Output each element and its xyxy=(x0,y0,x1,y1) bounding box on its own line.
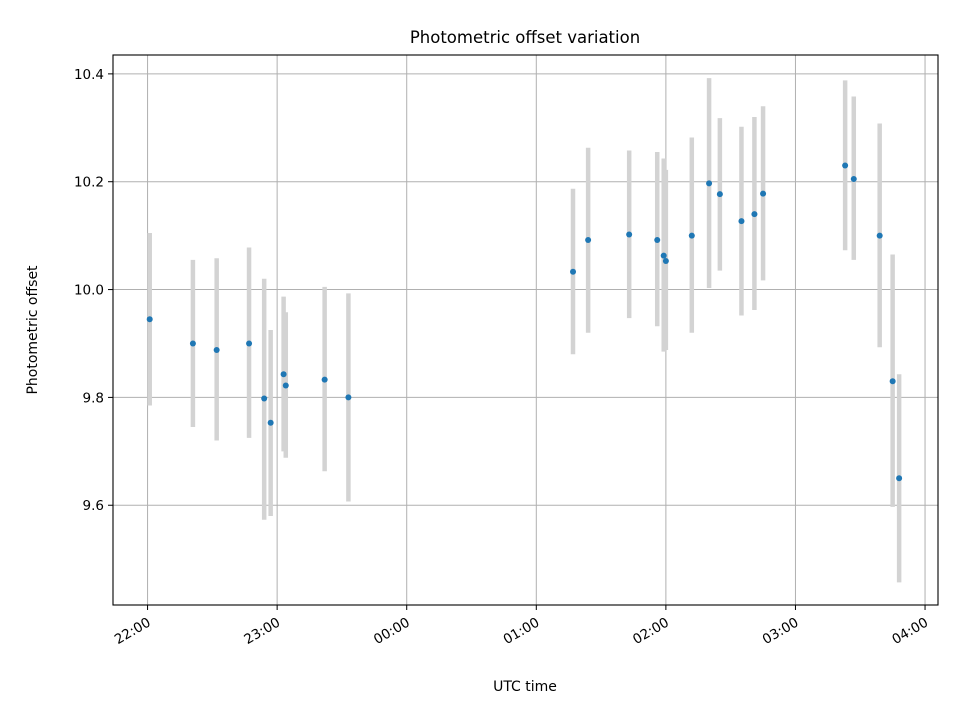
data-point xyxy=(585,236,592,243)
y-tick-label: 10.4 xyxy=(74,67,104,83)
data-point xyxy=(282,382,289,389)
data-point xyxy=(876,232,883,239)
plot-frame xyxy=(112,54,939,606)
data-point xyxy=(246,340,253,347)
data-point xyxy=(760,190,767,197)
y-tick-label: 9.8 xyxy=(83,390,104,406)
ticks xyxy=(108,73,926,610)
data-point xyxy=(321,376,328,383)
data-point xyxy=(660,252,667,259)
data-point xyxy=(189,340,196,347)
data-point xyxy=(280,371,287,378)
chart-title: Photometric offset variation xyxy=(410,28,640,47)
data-point xyxy=(662,257,669,264)
data-point xyxy=(850,176,857,183)
data-point xyxy=(261,395,268,402)
data-point xyxy=(213,346,220,353)
y-axis-title: Photometric offset xyxy=(25,265,41,395)
data-point xyxy=(889,378,896,385)
data-points xyxy=(146,162,903,482)
data-point xyxy=(842,162,849,169)
data-point xyxy=(896,475,903,482)
data-point xyxy=(146,316,153,323)
y-tick-label: 10.0 xyxy=(74,283,104,299)
data-point xyxy=(738,218,745,225)
data-point xyxy=(570,268,577,275)
data-point xyxy=(345,394,352,401)
y-tick-label: 9.6 xyxy=(83,498,104,514)
data-point xyxy=(626,231,633,238)
data-point xyxy=(751,211,758,218)
data-point xyxy=(688,232,695,239)
x-axis-title: UTC time xyxy=(493,679,557,695)
data-point xyxy=(654,236,661,243)
y-tick-label: 10.2 xyxy=(74,175,104,191)
data-point xyxy=(267,419,274,426)
data-point xyxy=(706,180,713,187)
data-point xyxy=(716,191,723,198)
